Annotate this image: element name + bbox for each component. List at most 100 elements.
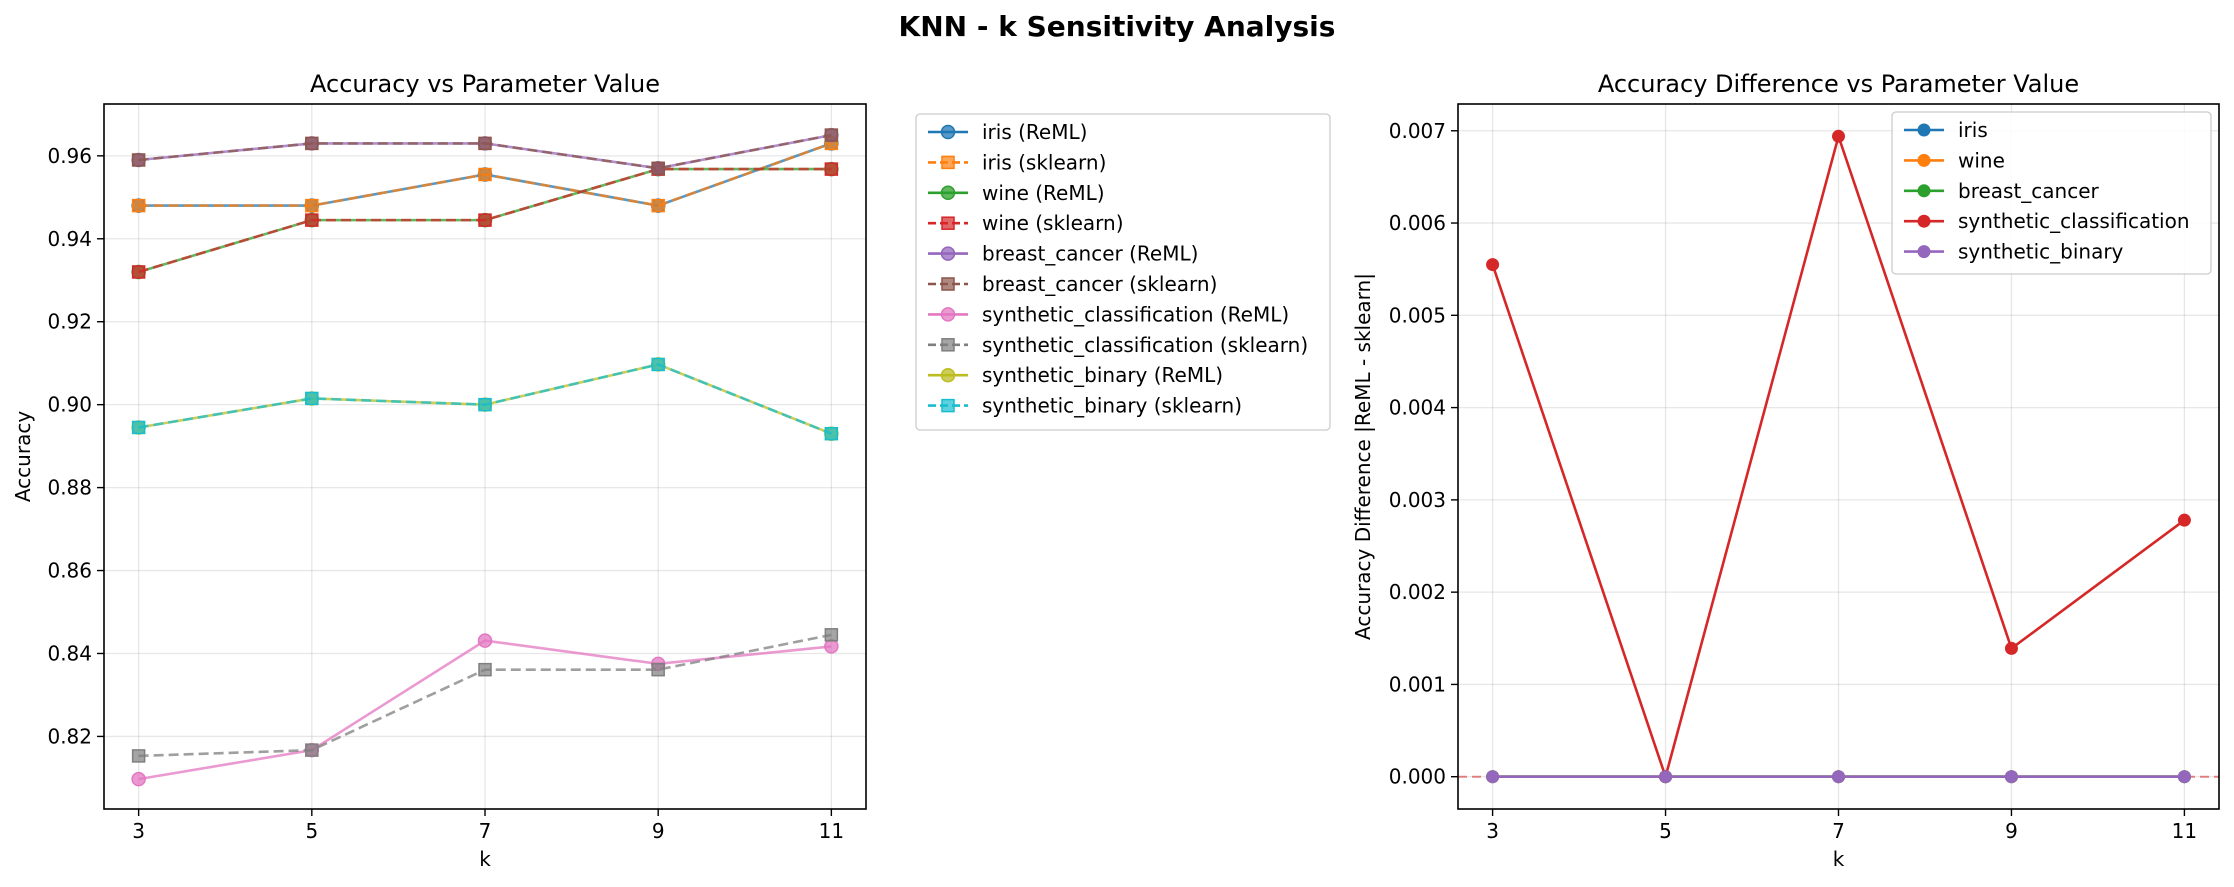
y-tick-label: 0.001 (1389, 672, 1446, 696)
legend-marker (941, 398, 955, 413)
legend-marker (1917, 123, 1931, 137)
data-point (305, 213, 319, 227)
legend-label: breast_cancer (ReML) (982, 242, 1198, 266)
y-tick-label: 0.006 (1389, 211, 1446, 235)
data-point (651, 357, 665, 372)
y-tick-label: 0.84 (47, 641, 92, 665)
data-point (131, 153, 146, 167)
legend-label: synthetic_binary (1958, 240, 2124, 264)
y-tick-label: 0.003 (1389, 488, 1446, 512)
data-point (2177, 513, 2191, 527)
legend-entry-breast-cancer-sklearn: breast_cancer (sklearn) (928, 272, 1217, 296)
x-axis-label: k (479, 847, 491, 871)
x-tick-label: 5 (305, 819, 318, 843)
chart-title: Accuracy Difference vs Parameter Value (1598, 70, 2079, 98)
legend-entry-iris-sklearn: iris (sklearn) (928, 150, 1106, 174)
y-tick-label: 0.002 (1389, 580, 1446, 604)
legend-entry-synthetic-binary-sklearn: synthetic_binary (sklearn) (928, 394, 1242, 418)
legend-label: synthetic_binary (sklearn) (982, 394, 1242, 418)
x-tick-label: 9 (2005, 819, 2018, 843)
data-point (305, 391, 319, 406)
x-tick-label: 5 (1659, 819, 1672, 843)
data-point (305, 136, 319, 151)
legend-entry-synthetic-classification: synthetic_classification (1904, 209, 2190, 233)
legend-marker (940, 246, 956, 261)
legend: iris (ReML) iris (sklearn) wine (ReML) wine… (915, 113, 1331, 431)
y-tick-label: 0.86 (47, 559, 92, 583)
data-point (305, 198, 319, 213)
data-point (2177, 770, 2191, 784)
data-point (824, 128, 839, 142)
y-axis-label: Accuracy (11, 411, 35, 502)
data-point (478, 662, 492, 677)
legend-entry-wine-sklearn: wine (sklearn) (928, 211, 1124, 235)
legend-marker (940, 367, 956, 383)
legend-label: wine (1958, 148, 2005, 172)
data-point (651, 662, 665, 677)
legend-entry-breast-cancer-reml: breast_cancer (ReML) (928, 242, 1198, 266)
y-tick-label: 0.004 (1389, 396, 1446, 420)
legend-marker (940, 185, 956, 201)
data-point (2004, 770, 2018, 784)
legend-marker (940, 124, 956, 140)
data-point (1659, 770, 1673, 784)
legend-entry-wine: wine (1904, 148, 2005, 172)
data-point (478, 136, 492, 151)
legend-label: iris (1958, 118, 1988, 142)
legend-entry-synthetic-binary: synthetic_binary (1904, 240, 2124, 264)
legend-frame (915, 113, 1331, 431)
data-point (478, 397, 492, 412)
data-point (305, 743, 319, 757)
data-point (1486, 770, 1500, 784)
legend-marker (1917, 245, 1931, 259)
data-point (824, 639, 839, 654)
series-iris-sklearn (131, 136, 839, 213)
legend-frame (1891, 111, 2212, 275)
legend-label: breast_cancer (sklearn) (982, 272, 1217, 296)
legend-label: wine (sklearn) (982, 211, 1124, 235)
x-tick-label: 9 (652, 819, 665, 843)
legend-label: iris (sklearn) (982, 150, 1106, 174)
chart-accuracy: 3 5 7 9 11 0.82 0.84 0.86 0.88 0.90 0.92 0.94 0.96 Ac… (11, 70, 1331, 871)
data-point (478, 213, 492, 227)
legend-entry-wine-reml: wine (ReML) (928, 181, 1105, 205)
y-tick-label: 0.88 (47, 476, 92, 500)
x-tick-label: 11 (2172, 819, 2197, 843)
legend: iris wine breast_cancer synthetic_classific… (1891, 111, 2212, 275)
y-tick-label: 0.96 (47, 144, 92, 168)
legend-label: iris (ReML) (982, 120, 1087, 144)
legend-entry-iris-reml: iris (ReML) (928, 120, 1087, 144)
legend-entry-synthetic-classification-reml: synthetic_classification (ReML) (928, 302, 1289, 326)
data-point (1832, 770, 1845, 784)
series-synthetic-binary (1486, 770, 2191, 784)
legend-entry-synthetic-binary-reml: synthetic_binary (ReML) (928, 363, 1223, 387)
x-tick-label: 7 (1832, 819, 1845, 843)
legend-entry-synthetic-classification-sklearn: synthetic_classification (sklearn) (928, 333, 1308, 357)
data-point (2004, 641, 2018, 655)
data-point (1832, 129, 1845, 143)
legend-label: breast_cancer (1958, 179, 2100, 203)
legend-label: synthetic_classification (sklearn) (982, 333, 1308, 357)
legend-marker (941, 277, 955, 291)
legend-label: synthetic_classification (1958, 209, 2190, 233)
data-point (651, 161, 665, 176)
series-synthetic-classification-sklearn (131, 628, 839, 763)
data-point (824, 426, 839, 441)
data-point (824, 628, 839, 642)
data-point (477, 633, 493, 648)
y-tick-label: 0.007 (1389, 119, 1446, 143)
legend-label: synthetic_classification (ReML) (982, 302, 1289, 326)
y-tick-label: 0.82 (47, 724, 92, 748)
legend-marker (1917, 184, 1931, 198)
chart-title: Accuracy vs Parameter Value (310, 70, 660, 98)
legend-entry-breast-cancer: breast_cancer (1904, 179, 2100, 203)
x-tick-label: 3 (1486, 819, 1499, 843)
y-axis-label: Accuracy Difference |ReML - sklearn| (1351, 273, 1375, 640)
data-point (131, 420, 146, 435)
data-point (131, 771, 146, 787)
legend-marker (941, 338, 955, 352)
legend-marker (1917, 214, 1931, 228)
series-breast-cancer-sklearn (131, 128, 839, 176)
x-tick-label: 3 (132, 819, 145, 843)
legend-entry-iris: iris (1904, 118, 1988, 142)
